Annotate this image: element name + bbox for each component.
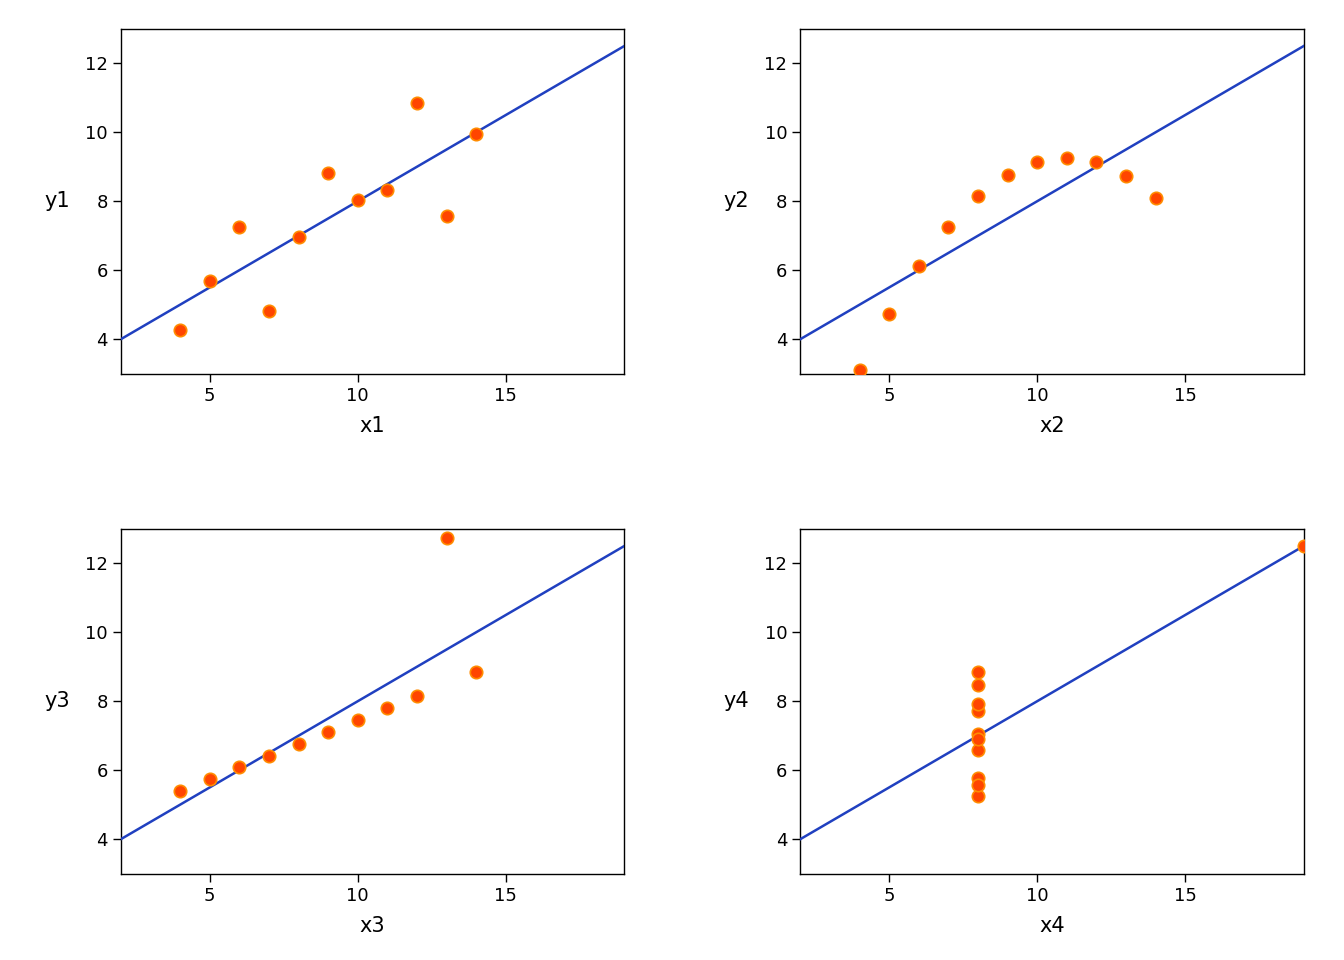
Point: [968, 189, 989, 204]
Point: [968, 704, 989, 719]
Point: [288, 229, 309, 245]
Point: [1086, 155, 1107, 170]
Point: [347, 192, 368, 207]
Point: [1027, 155, 1048, 170]
Y-axis label: y2: y2: [723, 191, 750, 211]
Point: [228, 220, 250, 235]
Point: [968, 697, 989, 712]
Point: [968, 664, 989, 680]
Point: [1116, 168, 1137, 183]
Point: [435, 208, 457, 224]
Point: [406, 96, 427, 111]
Point: [169, 783, 191, 799]
Point: [228, 759, 250, 775]
Point: [258, 748, 280, 763]
Y-axis label: y4: y4: [723, 691, 750, 711]
X-axis label: x1: x1: [360, 416, 386, 436]
Point: [879, 306, 900, 322]
Point: [968, 778, 989, 793]
Point: [317, 165, 339, 180]
Point: [968, 788, 989, 804]
Point: [968, 727, 989, 742]
Point: [909, 258, 930, 274]
Point: [317, 724, 339, 739]
Point: [376, 182, 398, 198]
Point: [347, 712, 368, 728]
Point: [968, 732, 989, 747]
Point: [1056, 150, 1078, 165]
Y-axis label: y1: y1: [44, 191, 70, 211]
Point: [938, 219, 960, 234]
Point: [199, 772, 220, 787]
Point: [1145, 190, 1167, 205]
Y-axis label: y3: y3: [44, 691, 70, 711]
X-axis label: x2: x2: [1039, 416, 1064, 436]
Point: [258, 303, 280, 319]
Point: [968, 678, 989, 693]
Point: [465, 126, 487, 141]
Point: [288, 736, 309, 752]
Point: [997, 167, 1019, 182]
Point: [849, 363, 871, 378]
Point: [376, 700, 398, 715]
X-axis label: x3: x3: [360, 916, 386, 936]
Point: [968, 742, 989, 757]
X-axis label: x4: x4: [1039, 916, 1064, 936]
Point: [1293, 539, 1314, 554]
Point: [435, 530, 457, 545]
Point: [199, 274, 220, 289]
Point: [169, 323, 191, 338]
Point: [406, 688, 427, 704]
Point: [465, 664, 487, 680]
Point: [968, 771, 989, 786]
